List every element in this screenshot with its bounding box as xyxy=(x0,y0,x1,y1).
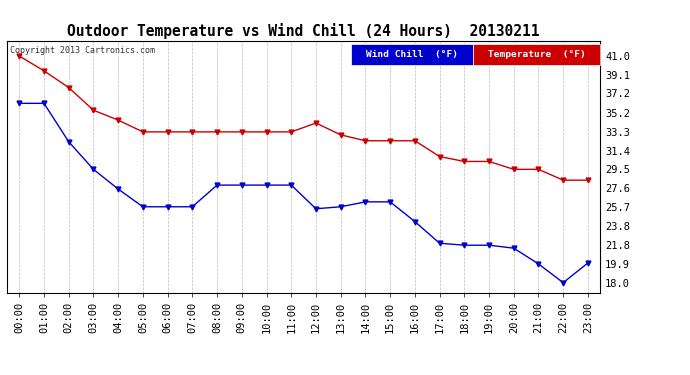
Text: Temperature  (°F): Temperature (°F) xyxy=(488,50,585,59)
Text: Wind Chill  (°F): Wind Chill (°F) xyxy=(366,50,458,59)
Title: Outdoor Temperature vs Wind Chill (24 Hours)  20130211: Outdoor Temperature vs Wind Chill (24 Ho… xyxy=(68,23,540,39)
FancyBboxPatch shape xyxy=(473,44,600,65)
FancyBboxPatch shape xyxy=(351,44,473,65)
Text: Copyright 2013 Cartronics.com: Copyright 2013 Cartronics.com xyxy=(10,46,155,55)
